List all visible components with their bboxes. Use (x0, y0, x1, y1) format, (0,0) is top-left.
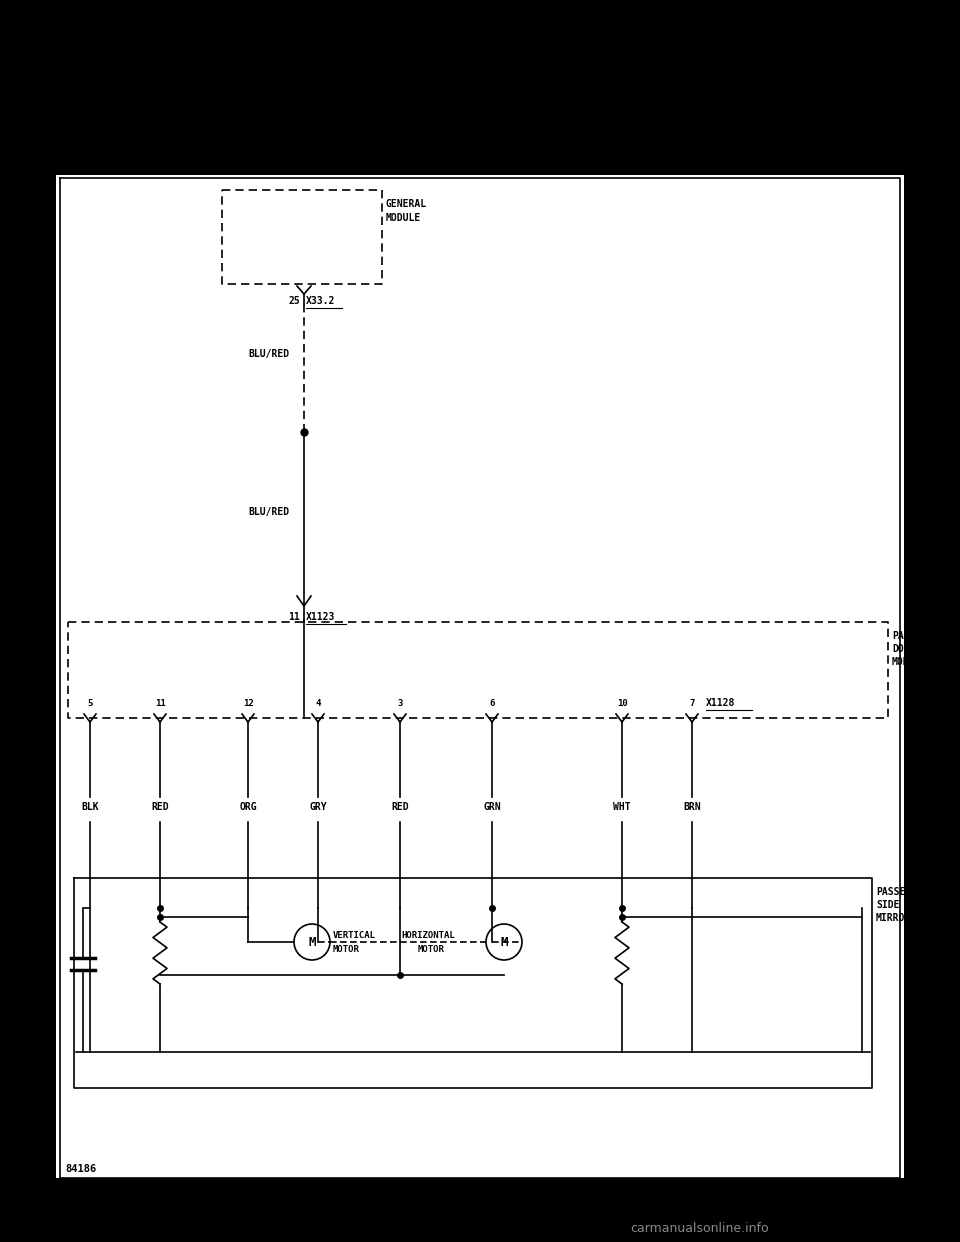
Text: 10: 10 (616, 699, 628, 708)
Text: PASSENGER'S: PASSENGER'S (876, 887, 941, 897)
Text: VERTICAL: VERTICAL (333, 930, 376, 939)
Text: WHT: WHT (613, 802, 631, 812)
Bar (56, 175, 904, 1177)
Text: 4: 4 (315, 699, 321, 708)
Text: carmanualsonline.info: carmanualsonline.info (631, 1222, 769, 1235)
Polygon shape (0, 0, 960, 94)
Text: 3: 3 (397, 699, 402, 708)
Text: 11: 11 (288, 612, 300, 622)
Text: MODULE: MODULE (892, 657, 927, 667)
Text: X1128: X1128 (706, 698, 735, 708)
Polygon shape (0, 94, 55, 1190)
Text: 12: 12 (243, 699, 253, 708)
Text: GRY: GRY (309, 802, 326, 812)
Text: MOTOR: MOTOR (333, 944, 360, 954)
Text: MIRROR: MIRROR (876, 913, 911, 923)
Text: MODULE: MODULE (386, 212, 421, 224)
Text: GRN: GRN (483, 802, 501, 812)
Text: SIDE: SIDE (876, 900, 900, 910)
Text: RED: RED (151, 802, 169, 812)
Text: X1123: X1123 (306, 612, 335, 622)
Text: 7: 7 (689, 699, 695, 708)
Text: DOOR: DOOR (892, 645, 916, 655)
Text: 5: 5 (87, 699, 93, 708)
Text: BRN: BRN (684, 802, 701, 812)
Text: BLU/RED: BLU/RED (248, 507, 289, 517)
Text: M: M (500, 935, 508, 949)
Text: PASSENGER'S: PASSENGER'S (892, 631, 956, 641)
Text: BLK: BLK (82, 802, 99, 812)
Text: RED: RED (391, 802, 409, 812)
Text: 11: 11 (155, 699, 165, 708)
Text: 84186: 84186 (65, 1164, 96, 1174)
Text: 25: 25 (288, 296, 300, 306)
Text: BLU/RED: BLU/RED (248, 349, 289, 359)
Text: GENERAL: GENERAL (386, 199, 427, 209)
Text: MOTOR: MOTOR (418, 944, 444, 954)
Polygon shape (0, 1190, 960, 1242)
Text: ORG: ORG (239, 802, 257, 812)
Text: HORIZONTAL: HORIZONTAL (401, 930, 455, 939)
Text: M: M (308, 935, 316, 949)
Text: X33.2: X33.2 (306, 296, 335, 306)
Polygon shape (905, 94, 960, 1190)
Text: 6: 6 (490, 699, 494, 708)
